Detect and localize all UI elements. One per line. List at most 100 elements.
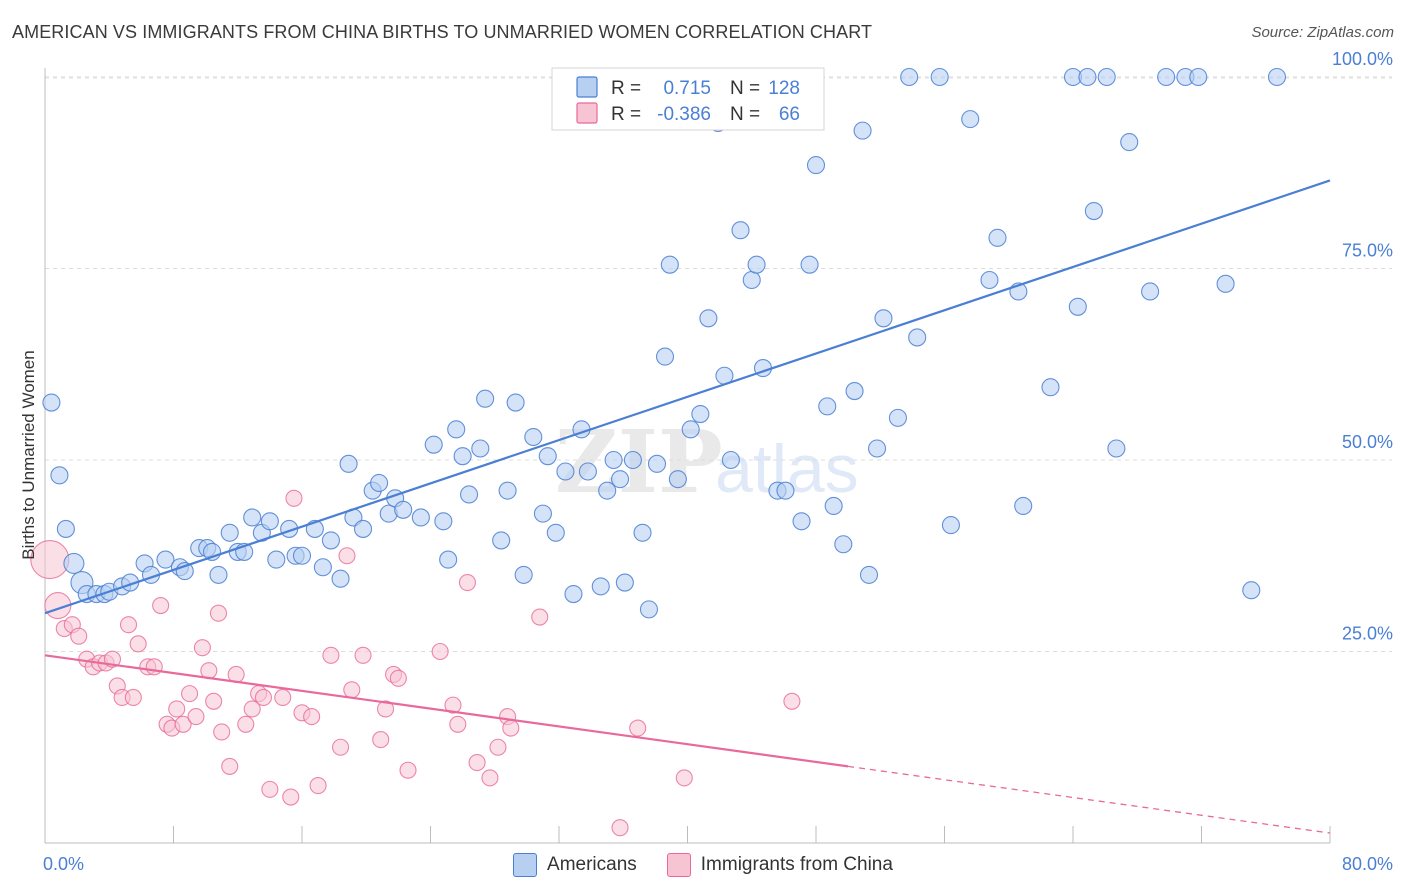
americans-point — [604, 450, 623, 470]
americans-point — [824, 496, 843, 516]
americans-point — [988, 228, 1007, 247]
china-point — [254, 688, 273, 707]
china-point — [611, 819, 629, 837]
series-china-points — [30, 489, 801, 837]
china-point — [209, 604, 228, 622]
americans-point — [471, 439, 490, 458]
americans-point — [980, 270, 999, 290]
x-tick-labels: 0.0% 80.0% — [43, 854, 1393, 874]
legend-item-china[interactable]: Immigrants from China — [666, 853, 893, 877]
china-point — [783, 692, 801, 710]
americans-label: Americans — [547, 854, 637, 875]
americans-point — [1014, 496, 1033, 516]
legend-n-label-2: N = — [730, 104, 760, 125]
stats-legend: R = 0.715 N = 128 R = -0.386 N = 66 — [551, 67, 825, 131]
americans-point — [156, 550, 175, 569]
china-point — [531, 608, 549, 626]
americans-point — [267, 550, 286, 569]
americans-point — [492, 531, 511, 550]
china-point — [124, 688, 142, 707]
americans-point — [908, 328, 927, 347]
americans-point — [339, 454, 358, 473]
americans-point — [747, 255, 766, 274]
americans-point — [394, 500, 413, 519]
legend-r-label-1: R = — [611, 78, 641, 99]
y-tick-label: 25.0% — [1342, 624, 1393, 644]
americans-point — [411, 508, 430, 527]
china-point — [468, 754, 486, 772]
series-americans-points — [42, 67, 1287, 619]
china-point — [675, 769, 693, 787]
china-trend-extension — [848, 765, 1331, 834]
china-point — [70, 627, 88, 645]
china-point — [399, 761, 417, 779]
legend-n-value-2: 66 — [779, 104, 800, 125]
americans-point — [721, 450, 740, 470]
china-point — [237, 715, 255, 733]
americans-point — [434, 512, 453, 531]
china-point — [309, 776, 327, 795]
china-point — [303, 708, 321, 726]
china-label: Immigrants from China — [700, 854, 893, 875]
china-point — [343, 681, 361, 699]
americans-point — [1157, 67, 1176, 87]
china-point — [444, 696, 462, 714]
americans-point — [776, 481, 795, 500]
americans-point — [1078, 67, 1097, 87]
americans-point — [1216, 274, 1235, 293]
americans-point — [1107, 439, 1126, 458]
americans-point — [321, 531, 340, 550]
y-axis-title: Births to Unmarried Women — [19, 350, 38, 559]
americans-point — [63, 552, 85, 574]
americans-point — [538, 447, 557, 466]
americans-point — [56, 519, 75, 538]
americans-point — [668, 470, 687, 489]
china-point — [354, 646, 372, 664]
americans-point — [564, 584, 583, 604]
americans-point — [660, 255, 679, 274]
americans-point — [353, 519, 373, 538]
americans-point — [220, 523, 239, 542]
americans-point — [818, 397, 837, 416]
china-point — [338, 547, 356, 565]
americans-point — [800, 255, 819, 274]
americans-point — [514, 565, 533, 584]
americans-point — [578, 462, 597, 481]
trend-lines — [44, 179, 1331, 834]
americans-point — [867, 439, 887, 458]
americans-point — [439, 550, 458, 569]
americans-point — [546, 523, 565, 542]
china-swatch — [666, 853, 691, 877]
x-tick-label-min: 0.0% — [43, 854, 84, 874]
china-point — [193, 639, 211, 657]
americans-point — [533, 504, 552, 523]
americans-point — [1189, 67, 1208, 87]
americans-swatch — [513, 853, 538, 877]
americans-point — [42, 393, 61, 412]
americans-point — [1084, 202, 1103, 221]
china-point — [174, 715, 192, 733]
china-point — [274, 688, 292, 707]
americans-point — [498, 481, 517, 500]
americans-point — [313, 558, 332, 577]
china-point — [282, 788, 300, 806]
americans-point — [699, 309, 718, 328]
source-label: Source: ZipAtlas.com — [1251, 24, 1394, 41]
americans-point — [874, 309, 893, 328]
americans-point — [853, 121, 872, 140]
y-tick-label: 50.0% — [1342, 432, 1393, 452]
china-point — [213, 723, 231, 741]
legend-swatch-china — [576, 102, 598, 124]
americans-point — [731, 221, 750, 240]
legend-item-americans[interactable]: Americans — [513, 853, 637, 877]
americans-point — [930, 67, 949, 87]
china-point — [449, 715, 467, 733]
china-point — [389, 669, 407, 687]
americans-point — [506, 393, 525, 412]
americans-point — [370, 473, 389, 493]
china-point — [372, 731, 390, 749]
china-point — [331, 738, 350, 756]
americans-point — [647, 454, 667, 473]
americans-point — [792, 512, 811, 531]
